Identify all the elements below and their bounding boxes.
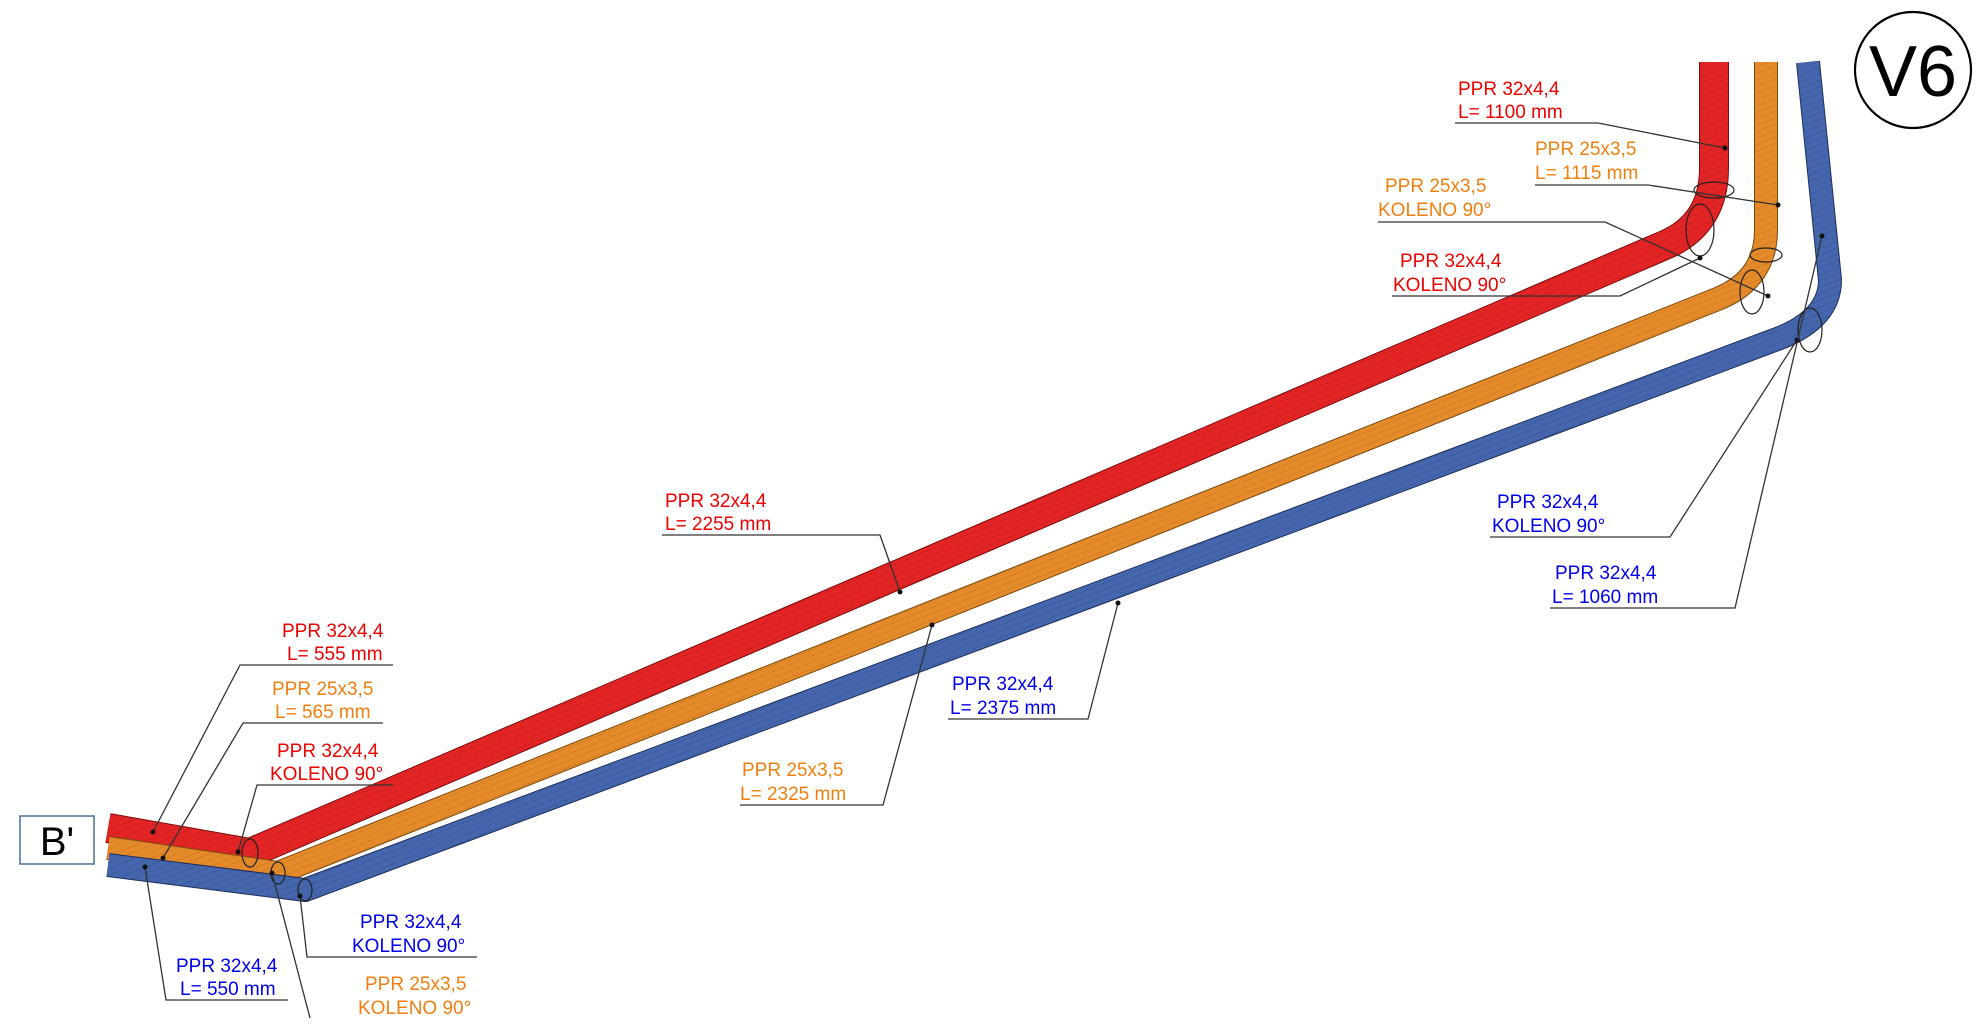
label-red-bottom-straight: PPR 32x4,4 L= 555 mm: [282, 621, 384, 665]
label-line2: L= 2325 mm: [740, 784, 846, 805]
label-line1: PPR 32x4,4: [277, 741, 379, 762]
leader-lines: [142, 122, 1825, 1019]
label-line1: PPR 32x4,4: [282, 621, 384, 642]
label-red-top-elbow: PPR 32x4,4 KOLENO 90°: [1393, 251, 1506, 296]
label-orange-bottom-straight: PPR 25x3,5 L= 565 mm: [272, 679, 373, 723]
label-line2: L= 555 mm: [287, 644, 383, 665]
label-line1: PPR 25x3,5: [272, 679, 373, 700]
label-line1: PPR 25x3,5: [1385, 176, 1486, 197]
label-line1: PPR 25x3,5: [1535, 139, 1636, 160]
label-orange-top-straight: PPR 25x3,5 L= 1115 mm: [1535, 139, 1638, 184]
label-line2: KOLENO 90°: [1393, 275, 1506, 296]
label-line1: PPR 32x4,4: [1458, 79, 1560, 100]
pipe-orange: [106, 62, 1778, 885]
label-blue-bottom-elbow: PPR 32x4,4 KOLENO 90°: [352, 912, 465, 957]
label-line2: KOLENO 90°: [352, 936, 465, 957]
label-line1: PPR 32x4,4: [665, 491, 767, 512]
label-line2: L= 565 mm: [275, 702, 371, 723]
label-line2: KOLENO 90°: [358, 998, 471, 1019]
label-line2: KOLENO 90°: [1378, 200, 1491, 221]
marker-end-label: V6: [1869, 32, 1957, 112]
label-line2: L= 1100 mm: [1458, 102, 1563, 123]
pipe-red: [105, 62, 1729, 868]
label-line1: PPR 25x3,5: [365, 974, 466, 995]
label-blue-top-straight: PPR 32x4,4 L= 1060 mm: [1552, 563, 1658, 608]
label-line1: PPR 32x4,4: [952, 674, 1054, 695]
label-line2: KOLENO 90°: [1492, 516, 1605, 537]
label-line2: L= 2375 mm: [950, 698, 1056, 719]
label-orange-bottom-elbow: PPR 25x3,5 KOLENO 90°: [358, 974, 471, 1019]
label-line2: L= 2255 mm: [665, 514, 771, 535]
marker-end: V6: [1853, 10, 1973, 130]
label-red-top-straight: PPR 32x4,4 L= 1100 mm: [1458, 79, 1563, 123]
label-orange-top-elbow: PPR 25x3,5 KOLENO 90°: [1378, 176, 1491, 221]
label-line2: KOLENO 90°: [270, 764, 383, 785]
label-red-diagonal: PPR 32x4,4 L= 2255 mm: [665, 491, 771, 535]
label-line1: PPR 32x4,4: [1400, 251, 1502, 272]
marker-start: B': [19, 815, 95, 865]
label-line1: PPR 32x4,4: [360, 912, 462, 933]
label-blue-diagonal: PPR 32x4,4 L= 2375 mm: [950, 674, 1056, 719]
label-red-bottom-elbow: PPR 32x4,4 KOLENO 90°: [270, 741, 383, 785]
label-blue-top-elbow: PPR 32x4,4 KOLENO 90°: [1492, 492, 1605, 537]
label-line2: L= 1060 mm: [1552, 587, 1658, 608]
pipe-blue: [106, 60, 1842, 902]
label-line1: PPR 25x3,5: [742, 760, 843, 781]
label-line2: L= 1115 mm: [1535, 163, 1638, 184]
marker-start-label: B': [40, 820, 74, 864]
label-line1: PPR 32x4,4: [176, 956, 278, 977]
label-line1: PPR 32x4,4: [1497, 492, 1599, 513]
label-line2: L= 550 mm: [180, 979, 276, 1000]
label-line1: PPR 32x4,4: [1555, 563, 1657, 584]
label-orange-diagonal: PPR 25x3,5 L= 2325 mm: [740, 760, 846, 805]
label-blue-bottom-straight: PPR 32x4,4 L= 550 mm: [176, 956, 278, 1000]
